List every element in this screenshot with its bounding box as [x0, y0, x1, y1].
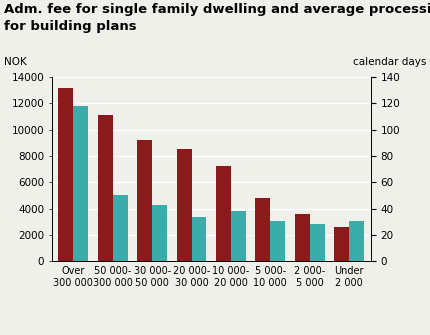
Bar — [230, 211, 245, 261]
Bar — [73, 106, 88, 261]
Text: calendar days: calendar days — [353, 57, 426, 67]
Bar — [348, 220, 363, 261]
Bar — [137, 140, 152, 261]
Bar — [333, 227, 348, 261]
Bar — [98, 115, 113, 261]
Bar — [191, 216, 206, 261]
Text: Adm. fee for single family dwelling and average processing time
for building pla: Adm. fee for single family dwelling and … — [4, 3, 430, 33]
Bar — [113, 196, 127, 261]
Bar — [294, 214, 309, 261]
Bar — [176, 149, 191, 261]
Bar — [58, 87, 73, 261]
Bar — [152, 205, 167, 261]
Bar — [215, 166, 230, 261]
Bar — [270, 220, 285, 261]
Bar — [309, 224, 324, 261]
Bar — [255, 198, 270, 261]
Text: NOK: NOK — [4, 57, 27, 67]
